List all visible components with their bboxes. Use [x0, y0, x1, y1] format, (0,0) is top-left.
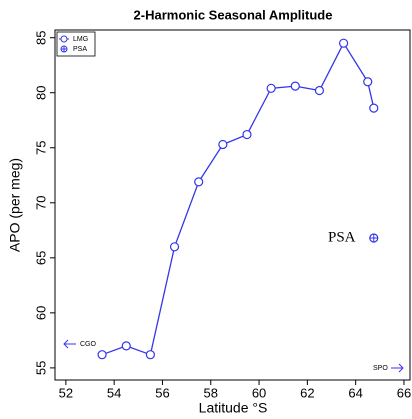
x-tick-label: 54	[107, 385, 121, 400]
plot-frame	[54, 29, 411, 381]
point	[369, 103, 379, 113]
annotation: SPO	[373, 365, 388, 372]
annotation: CGO	[80, 341, 97, 348]
point	[97, 350, 107, 360]
x-tick-label: 52	[59, 385, 73, 400]
point	[290, 81, 300, 91]
point-plus	[369, 234, 378, 243]
legend-label: PSA	[73, 46, 87, 53]
y-tick-label: 70	[33, 196, 48, 210]
x-tick-label: 64	[348, 385, 362, 400]
arrow	[63, 339, 76, 349]
y-tick-label: 55	[33, 361, 48, 375]
x-tick-label: 58	[204, 385, 218, 400]
point	[169, 242, 180, 252]
y-tick-label: 85	[33, 30, 48, 44]
x-axis-label: Latitude °S	[199, 400, 268, 416]
chart-title: 2-Harmonic Seasonal Amplitude	[134, 7, 333, 22]
point	[145, 350, 155, 360]
legend-marker	[60, 35, 68, 43]
y-tick-label: 60	[33, 306, 48, 320]
y-tick-label: 65	[33, 251, 48, 265]
point	[314, 85, 325, 96]
point	[266, 83, 276, 93]
x-tick-label: 60	[252, 385, 266, 400]
y-tick-label: 75	[33, 141, 48, 155]
y-tick-label: 80	[33, 86, 48, 100]
x-tick-label: 66	[397, 385, 411, 400]
y-axis-label: APO (per meg)	[7, 158, 23, 252]
legend-plus	[61, 46, 67, 52]
legend-label: LMG	[73, 36, 88, 43]
annotation: PSA	[328, 229, 356, 245]
arrow	[391, 363, 404, 373]
x-tick-label: 62	[300, 385, 314, 400]
point	[363, 77, 373, 87]
point	[338, 38, 349, 48]
point	[194, 177, 204, 187]
point	[218, 139, 228, 150]
x-tick-label: 56	[155, 385, 169, 400]
series-line	[101, 41, 375, 356]
point	[242, 129, 252, 140]
point	[121, 341, 131, 351]
